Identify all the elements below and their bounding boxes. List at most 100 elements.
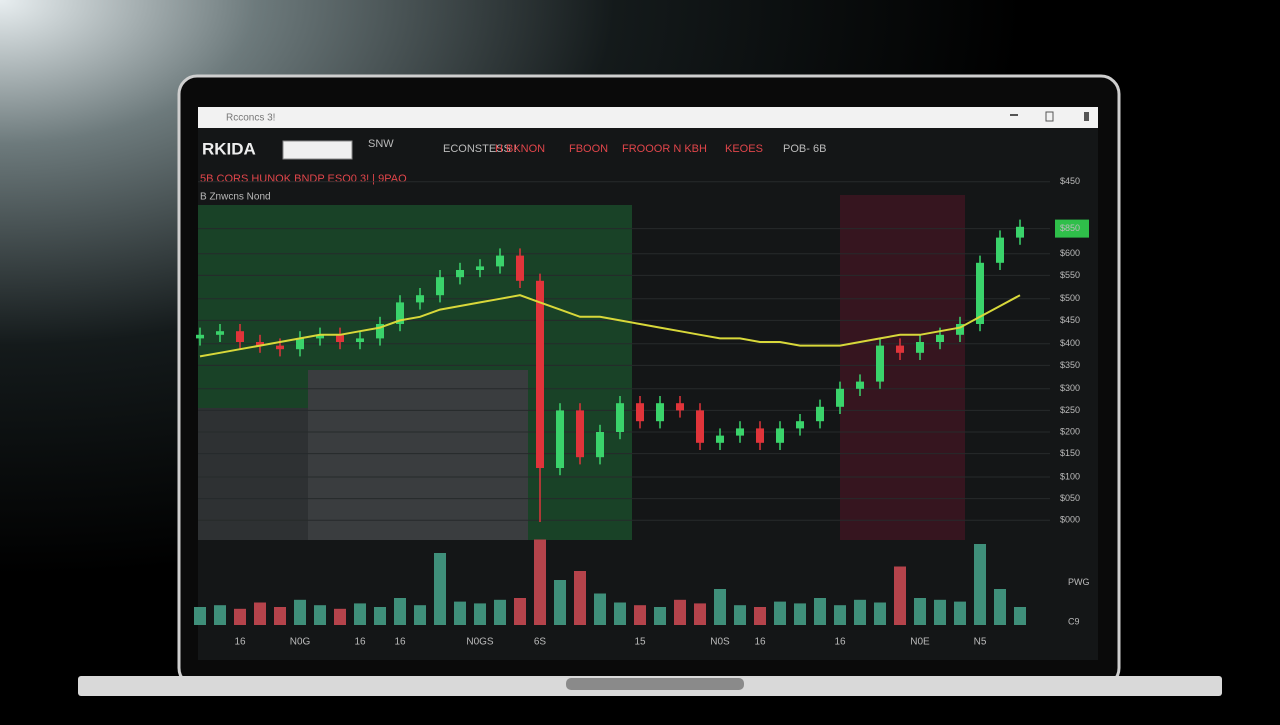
maximize-button[interactable] xyxy=(1045,111,1054,122)
interval: SNW xyxy=(368,138,394,150)
candle-body xyxy=(656,403,664,422)
candle-body xyxy=(536,280,544,468)
candle-body xyxy=(396,302,404,324)
minimize-button[interactable] xyxy=(1010,114,1018,116)
candle-body xyxy=(896,345,904,353)
candle-body xyxy=(576,410,584,458)
y-tick-label: $400 xyxy=(1060,338,1080,348)
candle-body xyxy=(336,334,344,342)
volume-bar xyxy=(374,607,386,625)
menu-item[interactable]: H BKNON xyxy=(495,143,545,155)
volume-bar xyxy=(814,598,826,625)
candle-body xyxy=(496,255,504,267)
volume-bar xyxy=(454,601,466,625)
search-input[interactable] xyxy=(282,140,353,160)
volume-bar xyxy=(614,602,626,625)
y-tick-label: $450 xyxy=(1060,176,1080,186)
x-tick-label: 16 xyxy=(754,637,766,648)
x-tick-label: 15 xyxy=(634,637,646,648)
y-tick-label: $350 xyxy=(1060,360,1080,370)
volume-bar xyxy=(254,602,266,625)
volume-bar xyxy=(674,599,686,625)
volume-bar xyxy=(534,539,546,625)
volume-bar xyxy=(334,608,346,625)
candle-body xyxy=(416,295,424,303)
menu-item[interactable]: ECONSTESS ! xyxy=(443,143,517,155)
x-tick-label: 16 xyxy=(234,637,246,648)
y-tick-label: $300 xyxy=(1060,383,1080,393)
candle-body xyxy=(436,277,444,296)
grey-zone xyxy=(308,370,528,540)
volume-bar xyxy=(714,589,726,625)
candle-body xyxy=(816,406,824,422)
volume-bar xyxy=(234,608,246,625)
volume-bar xyxy=(414,605,426,625)
candle-body xyxy=(216,331,224,335)
candle-body xyxy=(476,266,484,270)
x-tick-label: 16 xyxy=(394,637,406,648)
volume-bar xyxy=(294,599,306,625)
volume-bar xyxy=(474,603,486,625)
volume-bar xyxy=(354,603,366,625)
volume-bar xyxy=(934,599,946,625)
volume-bar xyxy=(774,601,786,625)
volume-bar xyxy=(994,589,1006,625)
y-tick-label: $550 xyxy=(1060,270,1080,280)
menu-item[interactable]: KEOES xyxy=(725,143,763,155)
candle-body xyxy=(996,237,1004,263)
x-tick-label: 6S xyxy=(534,637,547,648)
candle-body xyxy=(556,410,564,468)
y-tick-label: $500 xyxy=(1060,293,1080,303)
candle-body xyxy=(976,262,984,324)
y-tick-label: $200 xyxy=(1060,426,1080,436)
x-tick-label: 16 xyxy=(354,637,366,648)
x-tick-label: 16 xyxy=(834,637,846,648)
y-tick-label: $000 xyxy=(1060,515,1080,525)
candle-body xyxy=(936,334,944,342)
y-tick-label: $100 xyxy=(1060,471,1080,481)
volume-bar xyxy=(734,605,746,625)
menu-item[interactable]: POB- 6B xyxy=(783,143,826,155)
candle-body xyxy=(636,403,644,422)
volume-bar xyxy=(694,603,706,625)
x-tick-label: N5 xyxy=(974,637,987,648)
close-button[interactable] xyxy=(1084,112,1089,121)
info-line: 5B CORS HUNOK BNDP ESO0 3! | 9PAO xyxy=(200,173,407,185)
candle-body xyxy=(756,428,764,443)
volume-bar xyxy=(514,598,526,625)
candle-body xyxy=(236,331,244,342)
volume-bar xyxy=(894,566,906,625)
volume-bar xyxy=(274,607,286,625)
candle-body xyxy=(516,255,524,281)
volume-bar xyxy=(594,593,606,625)
volume-bar xyxy=(1014,607,1026,625)
red-zone xyxy=(840,195,965,540)
menu-item[interactable]: FBOON xyxy=(569,143,608,155)
candle-body xyxy=(836,388,844,407)
candle-body xyxy=(296,338,304,350)
volume-bar xyxy=(654,607,666,625)
candle-body xyxy=(916,342,924,353)
menu-item[interactable]: FROOOR N KBH xyxy=(622,143,707,155)
laptop-notch xyxy=(566,678,744,690)
volume-bar xyxy=(214,605,226,625)
candle-body xyxy=(456,270,464,278)
candle-body xyxy=(696,410,704,443)
candle-body xyxy=(376,324,384,339)
volume-bar xyxy=(314,605,326,625)
y-tick-label: $850 xyxy=(1060,223,1080,233)
moving-average xyxy=(199,294,1021,358)
plot: $450 $850 $600 $550 $500 $450 $400 $350 $300 $250… xyxy=(194,176,1090,648)
candle-body xyxy=(256,342,264,346)
volume-bar xyxy=(634,605,646,625)
candle-body xyxy=(796,421,804,429)
volume-bar xyxy=(854,599,866,625)
x-tick-label: N0S xyxy=(710,637,730,648)
candle-body xyxy=(716,435,724,443)
y-tick-label: $250 xyxy=(1060,405,1080,415)
volume-bar xyxy=(554,580,566,625)
x-tick-label: N0GS xyxy=(466,637,494,648)
volume-bar xyxy=(974,544,986,625)
volume-bar xyxy=(494,599,506,625)
